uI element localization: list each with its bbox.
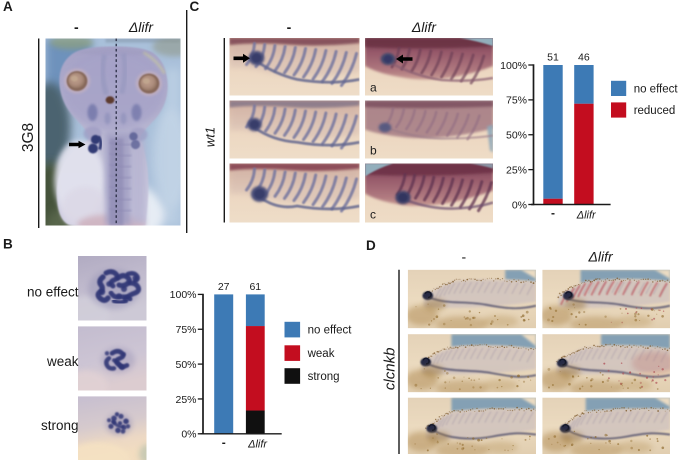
svg-text:reduced: reduced	[634, 105, 676, 117]
svg-text:Δlifr: Δlifr	[247, 439, 268, 451]
svg-text:-: -	[287, 19, 292, 35]
svg-text:Δlifr: Δlifr	[128, 19, 155, 35]
svg-text:50%: 50%	[506, 130, 527, 142]
svg-text:clcnkb: clcnkb	[382, 348, 399, 391]
svg-text:weak: weak	[46, 354, 79, 369]
svg-text:Δlifr: Δlifr	[576, 209, 597, 221]
svg-text:75%: 75%	[175, 324, 196, 336]
svg-text:weak: weak	[307, 348, 335, 360]
svg-text:61: 61	[249, 281, 261, 293]
svg-text:Δlifr: Δlifr	[411, 19, 438, 35]
svg-text:c: c	[370, 208, 376, 222]
svg-text:50%: 50%	[175, 359, 196, 371]
svg-text:3G8: 3G8	[20, 123, 37, 152]
svg-text:-: -	[222, 435, 226, 449]
svg-text:-: -	[551, 206, 555, 220]
svg-text:no effect: no effect	[27, 285, 79, 300]
svg-text:25%: 25%	[175, 394, 196, 406]
svg-text:C: C	[190, 0, 200, 14]
svg-text:46: 46	[578, 51, 590, 63]
svg-text:strong: strong	[308, 371, 340, 383]
svg-text:B: B	[3, 237, 13, 252]
svg-text:b: b	[370, 144, 377, 158]
svg-text:A: A	[3, 0, 13, 14]
svg-text:strong: strong	[41, 418, 79, 433]
svg-text:25%: 25%	[506, 164, 527, 176]
svg-text:Δlifr: Δlifr	[588, 249, 615, 265]
svg-text:-: -	[74, 19, 79, 35]
svg-text:27: 27	[218, 281, 230, 293]
svg-text:0%: 0%	[512, 199, 527, 211]
svg-text:51: 51	[547, 51, 559, 63]
svg-text:a: a	[370, 81, 377, 95]
svg-text:75%: 75%	[506, 95, 527, 107]
svg-text:D: D	[366, 238, 376, 253]
svg-text:wt1: wt1	[202, 127, 217, 147]
svg-text:0%: 0%	[181, 429, 196, 441]
svg-text:-: -	[461, 249, 466, 265]
svg-text:100%: 100%	[170, 289, 197, 301]
svg-text:100%: 100%	[500, 60, 527, 72]
svg-text:no effect: no effect	[634, 84, 679, 96]
svg-text:no effect: no effect	[308, 325, 353, 337]
